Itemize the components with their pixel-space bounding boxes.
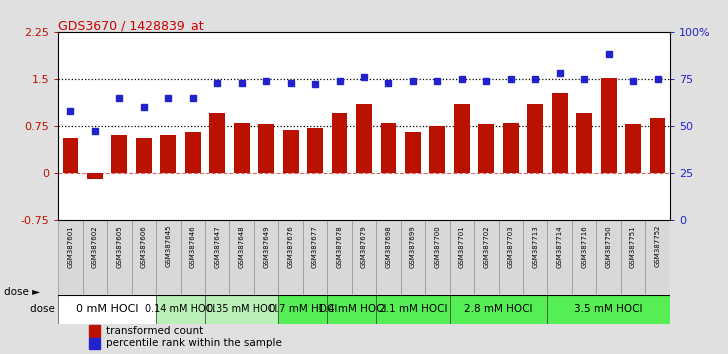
Text: 3.5 mM HOCl: 3.5 mM HOCl bbox=[574, 304, 643, 314]
Text: GDS3670 / 1428839_at: GDS3670 / 1428839_at bbox=[58, 19, 204, 32]
FancyBboxPatch shape bbox=[572, 219, 596, 295]
Bar bbox=[576, 113, 592, 173]
Text: 2.8 mM HOCl: 2.8 mM HOCl bbox=[464, 304, 533, 314]
FancyBboxPatch shape bbox=[132, 219, 156, 295]
Text: 0.14 mM HOCl: 0.14 mM HOCl bbox=[146, 304, 215, 314]
FancyBboxPatch shape bbox=[376, 295, 450, 324]
FancyBboxPatch shape bbox=[205, 219, 229, 295]
FancyBboxPatch shape bbox=[107, 219, 132, 295]
FancyBboxPatch shape bbox=[645, 219, 670, 295]
Bar bbox=[527, 104, 543, 173]
FancyBboxPatch shape bbox=[278, 295, 328, 324]
FancyBboxPatch shape bbox=[156, 219, 181, 295]
Text: dose: dose bbox=[30, 304, 58, 314]
Bar bbox=[405, 132, 421, 173]
Text: GSM387699: GSM387699 bbox=[410, 225, 416, 268]
Text: GSM387702: GSM387702 bbox=[483, 225, 489, 268]
Text: GSM387645: GSM387645 bbox=[165, 225, 171, 267]
Text: 1.4 mM HOCl: 1.4 mM HOCl bbox=[317, 304, 386, 314]
Text: GSM387606: GSM387606 bbox=[141, 225, 147, 268]
Bar bbox=[478, 124, 494, 173]
Text: 2.1 mM HOCl: 2.1 mM HOCl bbox=[379, 304, 447, 314]
Bar bbox=[307, 128, 323, 173]
FancyBboxPatch shape bbox=[450, 295, 547, 324]
Text: transformed count: transformed count bbox=[106, 326, 203, 336]
Bar bbox=[87, 173, 103, 179]
Bar bbox=[503, 122, 519, 173]
Bar bbox=[356, 104, 372, 173]
Bar bbox=[89, 338, 100, 349]
Bar bbox=[430, 126, 446, 173]
FancyBboxPatch shape bbox=[181, 219, 205, 295]
Text: GSM387716: GSM387716 bbox=[581, 225, 587, 268]
FancyBboxPatch shape bbox=[523, 219, 547, 295]
FancyBboxPatch shape bbox=[328, 219, 352, 295]
FancyBboxPatch shape bbox=[499, 219, 523, 295]
Text: GSM387698: GSM387698 bbox=[385, 225, 392, 268]
Bar bbox=[282, 130, 298, 173]
Bar bbox=[601, 78, 617, 173]
Bar bbox=[331, 113, 347, 173]
Bar bbox=[649, 118, 665, 173]
FancyBboxPatch shape bbox=[229, 219, 254, 295]
Text: GSM387714: GSM387714 bbox=[557, 225, 563, 268]
FancyBboxPatch shape bbox=[156, 295, 205, 324]
Text: dose ►: dose ► bbox=[4, 287, 40, 297]
FancyBboxPatch shape bbox=[547, 295, 670, 324]
Text: GSM387677: GSM387677 bbox=[312, 225, 318, 268]
FancyBboxPatch shape bbox=[547, 219, 572, 295]
FancyBboxPatch shape bbox=[400, 219, 425, 295]
FancyBboxPatch shape bbox=[83, 219, 107, 295]
Text: GSM387646: GSM387646 bbox=[190, 225, 196, 268]
FancyBboxPatch shape bbox=[376, 219, 400, 295]
FancyBboxPatch shape bbox=[303, 219, 328, 295]
FancyBboxPatch shape bbox=[58, 219, 83, 295]
Text: 0 mM HOCl: 0 mM HOCl bbox=[76, 304, 138, 314]
Text: GSM387601: GSM387601 bbox=[68, 225, 74, 268]
Bar bbox=[234, 122, 250, 173]
Text: GSM387752: GSM387752 bbox=[654, 225, 660, 267]
Text: GSM387750: GSM387750 bbox=[606, 225, 612, 268]
FancyBboxPatch shape bbox=[352, 219, 376, 295]
FancyBboxPatch shape bbox=[425, 219, 450, 295]
Text: GSM387679: GSM387679 bbox=[361, 225, 367, 268]
Text: 0.35 mM HOCl: 0.35 mM HOCl bbox=[207, 304, 277, 314]
Text: GSM387700: GSM387700 bbox=[435, 225, 440, 268]
Text: GSM387751: GSM387751 bbox=[630, 225, 636, 268]
Bar bbox=[381, 122, 397, 173]
Text: GSM387713: GSM387713 bbox=[532, 225, 538, 268]
Text: 0.7 mM HOCl: 0.7 mM HOCl bbox=[269, 304, 337, 314]
Bar bbox=[552, 93, 568, 173]
FancyBboxPatch shape bbox=[621, 219, 645, 295]
Text: GSM387605: GSM387605 bbox=[116, 225, 122, 268]
FancyBboxPatch shape bbox=[596, 219, 621, 295]
Bar bbox=[160, 135, 176, 173]
FancyBboxPatch shape bbox=[328, 295, 376, 324]
Text: percentile rank within the sample: percentile rank within the sample bbox=[106, 338, 282, 348]
Text: GSM387703: GSM387703 bbox=[507, 225, 514, 268]
FancyBboxPatch shape bbox=[254, 219, 278, 295]
Bar bbox=[454, 104, 470, 173]
Text: GSM387648: GSM387648 bbox=[239, 225, 245, 268]
FancyBboxPatch shape bbox=[278, 219, 303, 295]
FancyBboxPatch shape bbox=[58, 295, 156, 324]
FancyBboxPatch shape bbox=[474, 219, 499, 295]
Bar bbox=[625, 124, 641, 173]
Bar bbox=[111, 135, 127, 173]
Bar bbox=[63, 138, 79, 173]
FancyBboxPatch shape bbox=[450, 219, 474, 295]
Bar bbox=[258, 124, 274, 173]
Bar bbox=[185, 132, 201, 173]
Text: GSM387649: GSM387649 bbox=[263, 225, 269, 268]
Text: GSM387676: GSM387676 bbox=[288, 225, 293, 268]
Bar bbox=[209, 113, 225, 173]
Bar bbox=[89, 325, 100, 337]
Text: GSM387678: GSM387678 bbox=[336, 225, 343, 268]
Text: GSM387602: GSM387602 bbox=[92, 225, 98, 268]
Text: GSM387701: GSM387701 bbox=[459, 225, 465, 268]
Text: GSM387647: GSM387647 bbox=[214, 225, 221, 268]
FancyBboxPatch shape bbox=[205, 295, 278, 324]
Bar bbox=[136, 138, 152, 173]
